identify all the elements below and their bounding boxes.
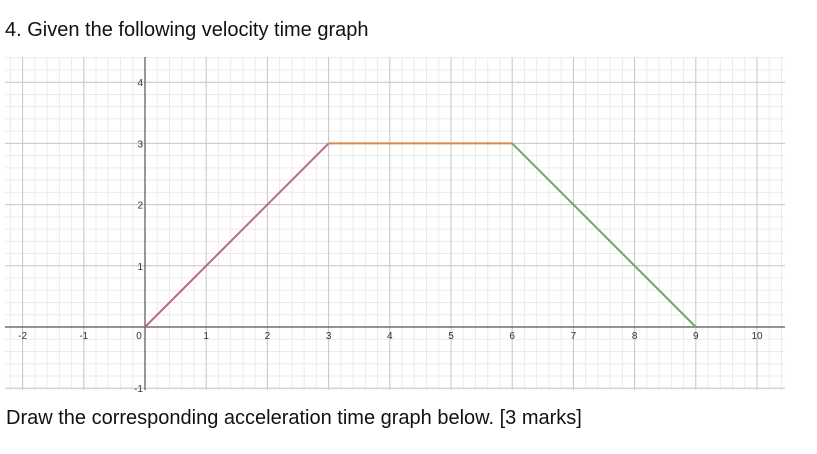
x-tick-label: 3	[326, 331, 332, 342]
x-tick-label: 4	[387, 331, 393, 342]
x-tick-label: 1	[203, 331, 209, 342]
y-tick-label: 2	[137, 201, 143, 212]
x-tick-label: 2	[265, 331, 271, 342]
x-tick-label: 6	[509, 331, 515, 342]
y-tick-label: 4	[137, 78, 143, 89]
x-tick-label: 5	[448, 331, 454, 342]
x-tick-label: 0	[136, 331, 142, 342]
x-tick-label: 9	[693, 331, 699, 342]
x-tick-label: 7	[571, 331, 577, 342]
y-tick-label: -1	[134, 384, 143, 395]
question-title: 4. Given the following velocity time gra…	[5, 19, 369, 41]
y-tick-label: 1	[137, 262, 143, 273]
y-tick-label: 3	[137, 139, 143, 150]
segment-deceleration-line	[511, 142, 697, 328]
x-tick-label: -1	[79, 331, 88, 342]
question-instruction: Draw the corresponding acceleration time…	[6, 407, 582, 429]
x-tick-label: 10	[751, 331, 763, 342]
x-tick-label: -2	[18, 331, 27, 342]
x-tick-label: 8	[632, 331, 638, 342]
segment-acceleration-line	[144, 142, 330, 328]
